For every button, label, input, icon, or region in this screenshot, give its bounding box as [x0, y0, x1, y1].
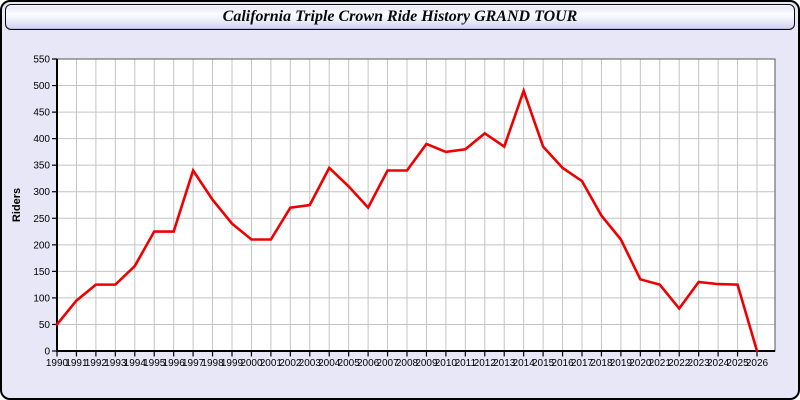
- y-tick-label: 500: [33, 81, 50, 92]
- x-tick-label: 1999: [221, 358, 244, 369]
- x-tick-label: 1991: [65, 358, 88, 369]
- chart-title: California Triple Crown Ride History GRA…: [222, 8, 578, 25]
- y-tick-label: 550: [33, 55, 50, 66]
- y-tick-label: 100: [33, 293, 50, 304]
- x-tick-label: 2011: [455, 358, 477, 369]
- x-tick-label: 1990: [46, 358, 69, 369]
- y-tick-label: 450: [33, 108, 50, 119]
- x-tick-label: 2016: [551, 358, 574, 369]
- x-tick-label: 2014: [513, 358, 536, 369]
- x-tick-label: 1996: [163, 358, 186, 369]
- x-tick-label: 2003: [299, 358, 322, 369]
- y-tick-label: 400: [33, 134, 50, 145]
- x-tick-label: 1995: [143, 358, 166, 369]
- x-tick-label: 1994: [124, 358, 147, 369]
- x-tick-label: 2026: [746, 358, 769, 369]
- x-tick-label: 2008: [396, 358, 419, 369]
- x-tick-label: 2010: [435, 358, 458, 369]
- y-tick-label: 0: [44, 347, 50, 358]
- x-tick-label: 2017: [571, 358, 594, 369]
- x-tick-label: 1997: [182, 358, 205, 369]
- x-tick-label: 2021: [649, 358, 672, 369]
- y-tick-label: 250: [33, 214, 50, 225]
- y-axis-title: Riders: [11, 188, 23, 222]
- x-tick-label: 2019: [610, 358, 633, 369]
- x-tick-label: 2025: [726, 358, 749, 369]
- y-tick-label: 150: [33, 267, 50, 278]
- y-tick-label: 200: [33, 240, 50, 251]
- x-tick-label: 2009: [415, 358, 438, 369]
- y-tick-label: 350: [33, 161, 50, 172]
- x-tick-label: 1992: [85, 358, 108, 369]
- title-bar: California Triple Crown Ride History GRA…: [5, 4, 795, 30]
- x-tick-label: 2023: [688, 358, 711, 369]
- plot-area: [57, 59, 775, 351]
- x-tick-label: 2018: [590, 358, 613, 369]
- x-tick-label: 1993: [104, 358, 127, 369]
- x-tick-label: 2020: [629, 358, 652, 369]
- x-tick-label: 2013: [493, 358, 516, 369]
- x-tick-label: 2022: [668, 358, 691, 369]
- riders-line: [55, 86, 759, 353]
- x-tick-label: 2004: [318, 358, 341, 369]
- x-tick-label: 2024: [707, 358, 730, 369]
- y-tick-label: 50: [39, 320, 51, 331]
- x-tick-label: 2001: [260, 358, 283, 369]
- x-tick-label: 1998: [201, 358, 224, 369]
- x-tick-label: 2007: [376, 358, 399, 369]
- x-tick-label: 2006: [357, 358, 380, 369]
- x-tick-label: 2002: [279, 358, 302, 369]
- x-tick-label: 2000: [240, 358, 263, 369]
- x-tick-label: 2005: [338, 358, 361, 369]
- x-tick-label: 2015: [532, 358, 555, 369]
- y-tick-label: 300: [33, 187, 50, 198]
- x-tick-label: 2012: [474, 358, 497, 369]
